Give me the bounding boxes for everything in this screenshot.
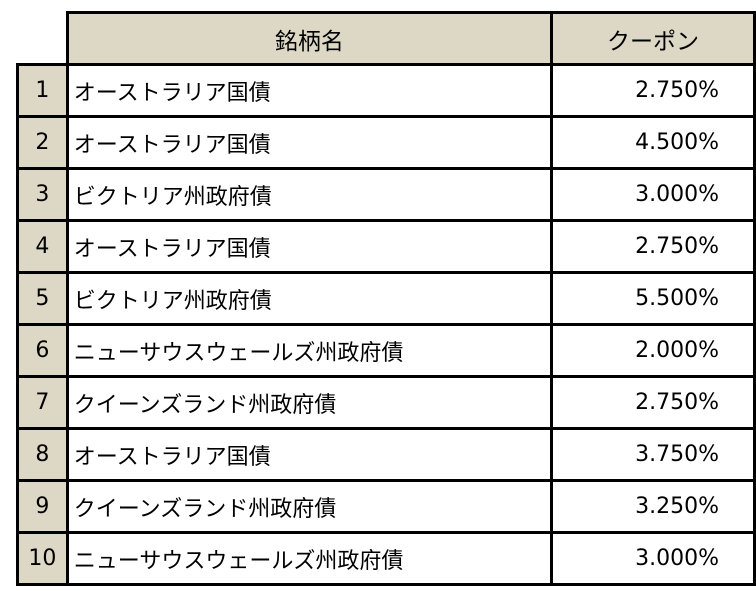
bond-name: オーストラリア国債 xyxy=(65,219,553,274)
row-number: 8 xyxy=(16,427,69,482)
table-row: 6 ニューサウスウェールズ州政府債 2.000% xyxy=(16,323,756,378)
bond-name: クイーンズランド州政府債 xyxy=(65,479,553,534)
coupon-value: 5.500% xyxy=(549,271,756,326)
bond-name: クイーンズランド州政府債 xyxy=(65,375,553,430)
row-number: 10 xyxy=(16,531,69,586)
table-row: 2 オーストラリア国債 4.500% xyxy=(16,115,756,170)
coupon-value: 4.500% xyxy=(549,115,756,170)
table-row: 4 オーストラリア国債 2.750% xyxy=(16,219,756,274)
header-name: 銘柄名 xyxy=(65,11,553,66)
table-row: 5 ビクトリア州政府債 5.500% xyxy=(16,271,756,326)
bond-name: ビクトリア州政府債 xyxy=(65,271,553,326)
row-number: 1 xyxy=(16,63,69,118)
bond-name: ニューサウスウェールズ州政府債 xyxy=(65,531,553,586)
coupon-value: 3.000% xyxy=(549,531,756,586)
table-row: 3 ビクトリア州政府債 3.000% xyxy=(16,167,756,222)
coupon-value: 2.750% xyxy=(549,63,756,118)
header-coupon: クーポン xyxy=(549,11,756,66)
coupon-value: 3.750% xyxy=(549,427,756,482)
table-row: 1 オーストラリア国債 2.750% xyxy=(16,63,756,118)
table-body: 1 オーストラリア国債 2.750% 2 オーストラリア国債 4.500% 3 ビクトリア州政… xyxy=(16,63,756,586)
header-row: 銘柄名 クーポン xyxy=(18,11,756,66)
row-number: 6 xyxy=(16,323,69,378)
row-number: 4 xyxy=(16,219,69,274)
row-number: 2 xyxy=(16,115,69,170)
coupon-value: 3.000% xyxy=(549,167,756,222)
coupon-value: 2.750% xyxy=(549,375,756,430)
row-number: 3 xyxy=(16,167,69,222)
bond-name: ニューサウスウェールズ州政府債 xyxy=(65,323,553,378)
bond-name: オーストラリア国債 xyxy=(65,63,553,118)
bond-name: オーストラリア国債 xyxy=(65,115,553,170)
header-corner xyxy=(18,13,68,65)
table-row: 10 ニューサウスウェールズ州政府債 3.000% xyxy=(16,531,756,586)
table-row: 8 オーストラリア国債 3.750% xyxy=(16,427,756,482)
bond-name: ビクトリア州政府債 xyxy=(65,167,553,222)
row-number: 9 xyxy=(16,479,69,534)
table-row: 9 クイーンズランド州政府債 3.250% xyxy=(16,479,756,534)
coupon-value: 2.750% xyxy=(549,219,756,274)
row-number: 5 xyxy=(16,271,69,326)
coupon-value: 3.250% xyxy=(549,479,756,534)
table-row: 7 クイーンズランド州政府債 2.750% xyxy=(16,375,756,430)
coupon-value: 2.000% xyxy=(549,323,756,378)
bond-name: オーストラリア国債 xyxy=(65,427,553,482)
bond-table: 銘柄名 クーポン 1 オーストラリア国債 2.750% 2 オーストラリア国債 4.500… xyxy=(16,11,756,586)
row-number: 7 xyxy=(16,375,69,430)
